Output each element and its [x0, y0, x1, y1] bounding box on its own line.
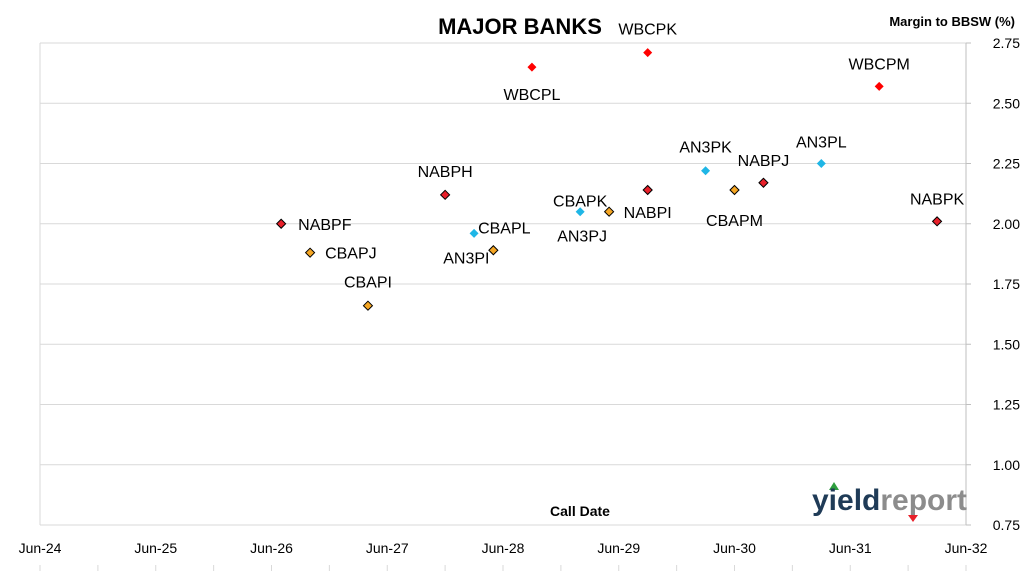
x-axis-label: Call Date	[550, 503, 610, 519]
x-tick-label: Jun-31	[829, 540, 872, 556]
point-an3pk	[701, 166, 711, 176]
point-cbapk	[575, 207, 585, 217]
chart-title: MAJOR BANKS	[438, 14, 602, 39]
point-cbapl	[469, 228, 479, 238]
y-tick-label: 1.25	[993, 397, 1020, 413]
axes	[39, 42, 971, 571]
label-nabpi: NABPI	[624, 205, 672, 222]
point-an3pj	[603, 206, 615, 217]
x-tick-label: Jun-29	[597, 540, 640, 556]
label-wbcpl: WBCPL	[503, 87, 560, 104]
point-an3pl	[816, 159, 826, 168]
point-wbcpl	[527, 62, 537, 72]
y-axis-label: Margin to BBSW (%)	[889, 14, 1015, 29]
point-wbcpm	[874, 81, 884, 91]
logo-up-arrow-icon	[829, 482, 839, 490]
yieldreport-logo: yieldreport	[812, 482, 967, 522]
label-nabph: NABPH	[418, 164, 473, 181]
gridlines	[40, 42, 966, 526]
label-nabpk: NABPK	[910, 191, 965, 208]
label-cbapi: CBAPI	[344, 275, 392, 292]
logo-down-arrow-icon	[908, 515, 918, 522]
y-tick-label: 2.50	[993, 95, 1020, 111]
point-nabpk	[931, 216, 943, 227]
x-tick-label: Jun-26	[250, 540, 293, 556]
label-an3pi: AN3PI	[443, 250, 489, 267]
x-tick-label: Jun-27	[366, 540, 409, 556]
y-tick-label: 1.00	[993, 457, 1020, 473]
x-tick-label: Jun-32	[945, 540, 988, 556]
x-tick-labels: Jun-24 Jun-25 Jun-26 Jun-27 Jun-28 Jun-29 Jun-…	[19, 540, 988, 556]
logo-text-part1: yield	[812, 484, 880, 517]
y-tick-label: 1.75	[993, 276, 1020, 292]
label-cbapj: CBAPJ	[325, 246, 377, 263]
x-tick-label: Jun-24	[19, 540, 62, 556]
logo-text: yieldreport	[812, 484, 967, 517]
point-nabpf	[275, 218, 287, 229]
data-points	[275, 48, 943, 311]
point-nabpj	[758, 177, 769, 188]
label-wbcpk: WBCPK	[618, 22, 677, 39]
y-tick-label: 2.25	[993, 156, 1020, 172]
point-wbcpk	[643, 48, 653, 58]
label-cbapl: CBAPL	[478, 220, 531, 237]
point-an3pi	[488, 245, 499, 256]
label-cbapk: CBAPK	[553, 194, 608, 211]
label-an3pl: AN3PL	[796, 135, 847, 152]
data-labels: NABPF CBAPJ CBAPI NABPH CBAPL AN3PI WBCPL CBAPK…	[298, 22, 964, 292]
label-nabpf: NABPF	[298, 217, 352, 234]
logo-text-part2: report	[880, 484, 967, 517]
point-nabph	[439, 189, 451, 201]
label-cbapm: CBAPM	[706, 213, 763, 230]
label-wbcpm: WBCPM	[849, 56, 910, 73]
x-tick-label: Jun-30	[713, 540, 756, 556]
point-nabpi	[642, 184, 653, 196]
x-tick-label: Jun-25	[134, 540, 177, 556]
y-tick-label: 0.75	[993, 517, 1020, 533]
y-tick-label: 2.00	[993, 216, 1020, 232]
y-tick-label: 2.75	[993, 35, 1020, 51]
y-tick-label: 1.50	[993, 336, 1020, 352]
point-cbapm	[729, 184, 740, 196]
y-tick-labels: 0.75 1.00 1.25 1.50 1.75 2.00 2.25 2.50 2.75	[993, 35, 1020, 533]
label-nabpj: NABPJ	[738, 153, 790, 170]
point-cbapi	[362, 300, 374, 311]
label-an3pk: AN3PK	[679, 140, 732, 157]
point-cbapj	[304, 247, 316, 258]
label-an3pj: AN3PJ	[557, 229, 607, 246]
x-tick-label: Jun-28	[482, 540, 525, 556]
